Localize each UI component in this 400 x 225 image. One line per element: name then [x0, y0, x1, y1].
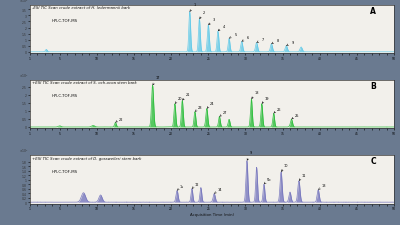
- Text: 19: 19: [262, 97, 269, 104]
- Text: 3: 3: [209, 18, 215, 26]
- Text: 7: 7: [257, 38, 264, 43]
- Text: HPLC-TOF-MS: HPLC-TOF-MS: [52, 94, 78, 98]
- Text: 2: 2: [200, 11, 205, 20]
- Text: +ESI TIC Scan crude extract of D. gossweileri stem bark: +ESI TIC Scan crude extract of D. gosswe…: [32, 156, 141, 160]
- Text: B: B: [370, 82, 376, 91]
- Text: 18: 18: [252, 91, 259, 99]
- Text: 22: 22: [116, 117, 123, 123]
- Text: 5b: 5b: [264, 177, 272, 184]
- Text: 23: 23: [195, 106, 202, 112]
- Text: 27: 27: [220, 111, 227, 117]
- Text: 8: 8: [272, 39, 279, 45]
- Text: 9: 9: [247, 150, 252, 160]
- Text: 1: 1: [190, 3, 196, 12]
- X-axis label: Acquisition Time (min): Acquisition Time (min): [190, 212, 234, 216]
- Text: 4: 4: [218, 25, 225, 32]
- Text: +ESI TIC Scan crude extract of S. och-ocoa stem bark: +ESI TIC Scan crude extract of S. och-oc…: [32, 81, 136, 85]
- Text: -ESI TIC Scan crude extract of H. ledermannii bark: -ESI TIC Scan crude extract of H. lederm…: [32, 6, 130, 10]
- Text: $\times$10$^4$: $\times$10$^4$: [18, 0, 28, 5]
- Text: 9: 9: [286, 41, 294, 47]
- Text: $\times$10$^4$: $\times$10$^4$: [18, 147, 28, 154]
- Text: 25: 25: [292, 114, 299, 119]
- Text: 10: 10: [282, 163, 288, 172]
- Text: A: A: [370, 7, 376, 16]
- Text: 5: 5: [229, 33, 236, 39]
- Text: 21: 21: [183, 93, 190, 101]
- Text: 17: 17: [153, 76, 160, 86]
- Text: $\times$10$^4$: $\times$10$^4$: [18, 72, 28, 79]
- Text: 13: 13: [318, 183, 326, 190]
- Text: 24: 24: [207, 102, 214, 109]
- Text: 11: 11: [299, 173, 306, 181]
- Text: 14: 14: [214, 188, 222, 194]
- Text: 1s: 1s: [177, 184, 184, 191]
- Text: 26: 26: [274, 107, 281, 114]
- Text: 12: 12: [192, 182, 200, 189]
- Text: 20: 20: [175, 97, 182, 104]
- Text: HPLC-TOF-MS: HPLC-TOF-MS: [52, 169, 78, 173]
- Text: 6: 6: [242, 36, 249, 42]
- Text: HPLC-TOF-MS: HPLC-TOF-MS: [52, 19, 78, 23]
- Text: C: C: [370, 157, 376, 166]
